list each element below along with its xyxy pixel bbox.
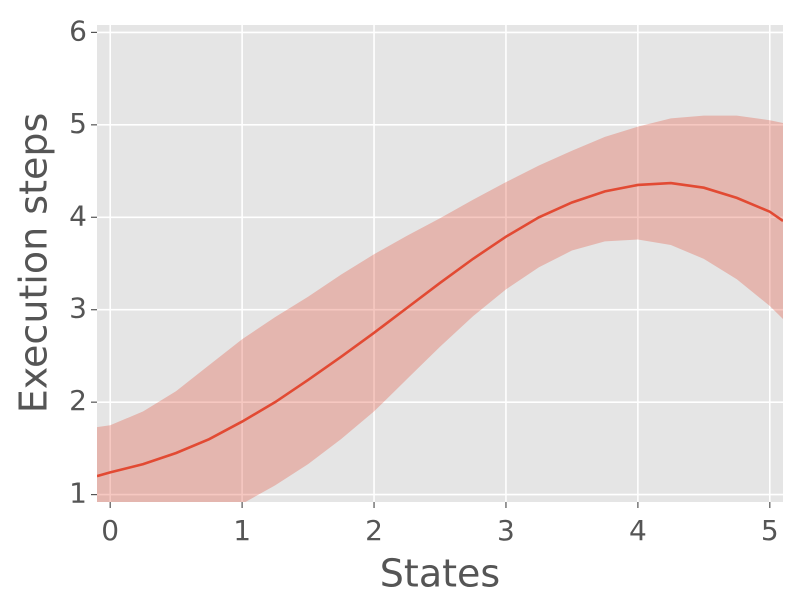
x-tick-label: 3 bbox=[497, 514, 515, 547]
grid bbox=[97, 25, 783, 502]
x-tick-label: 4 bbox=[629, 514, 647, 547]
x-axis-label: States bbox=[380, 552, 500, 596]
y-tick-label: 1 bbox=[69, 477, 87, 510]
y-tick-label: 2 bbox=[69, 384, 87, 417]
y-axis-label: Execution steps bbox=[12, 113, 56, 414]
mean-line bbox=[97, 181, 783, 478]
y-tick-label: 5 bbox=[69, 107, 87, 140]
plot-area bbox=[97, 115, 783, 502]
y-tick-label: 6 bbox=[69, 14, 87, 47]
x-tick-label: 1 bbox=[233, 514, 251, 547]
plot-background bbox=[97, 25, 783, 502]
x-tick-label: 0 bbox=[101, 514, 119, 547]
y-tick-label: 4 bbox=[69, 199, 87, 232]
x-tick-label: 2 bbox=[365, 514, 383, 547]
y-tick-label: 3 bbox=[69, 292, 87, 325]
x-tick-label: 5 bbox=[761, 514, 779, 547]
